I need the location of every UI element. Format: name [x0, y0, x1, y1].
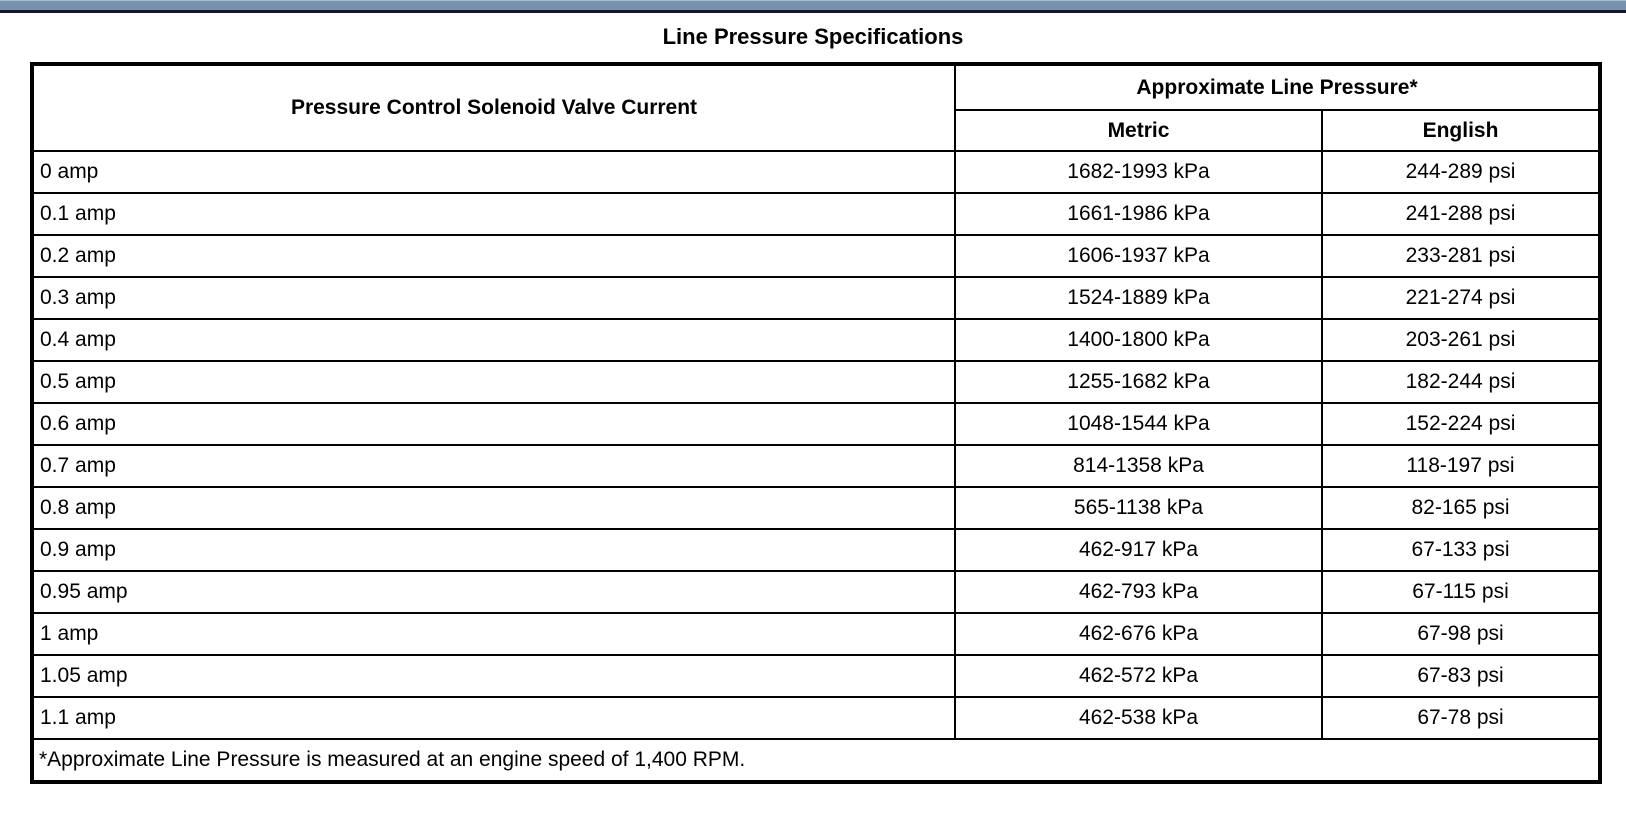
- cell-english: 118-197 psi: [1320, 444, 1602, 488]
- cell-english: 67-83 psi: [1320, 654, 1602, 698]
- table-row: 0.1 amp 1661-1986 kPa 241-288 psi: [31, 192, 1602, 236]
- table-row: 1.05 amp 462-572 kPa 67-83 psi: [31, 654, 1602, 698]
- table-row: 0.2 amp 1606-1937 kPa 233-281 psi: [31, 234, 1602, 278]
- cell-metric: 462-676 kPa: [954, 612, 1323, 656]
- footnote-row: *Approximate Line Pressure is measured a…: [30, 738, 1602, 783]
- table-row: 1.1 amp 462-538 kPa 67-78 psi: [31, 696, 1602, 740]
- cell-metric: 1661-1986 kPa: [954, 192, 1323, 236]
- cell-metric: 462-538 kPa: [954, 696, 1323, 740]
- cell-current: 0.1 amp: [31, 192, 956, 236]
- cell-english: 233-281 psi: [1320, 234, 1602, 278]
- cell-metric: 462-917 kPa: [954, 528, 1323, 572]
- cell-current: 0.8 amp: [31, 486, 956, 530]
- cell-current: 0.2 amp: [31, 234, 956, 278]
- cell-current: 0.7 amp: [31, 444, 956, 488]
- col-header-english: English: [1320, 109, 1602, 152]
- cell-current: 0.4 amp: [31, 318, 956, 362]
- cell-english: 67-98 psi: [1320, 612, 1602, 656]
- cell-metric: 1606-1937 kPa: [954, 234, 1323, 278]
- cell-english: 67-78 psi: [1320, 696, 1602, 740]
- table-row: 0.4 amp 1400-1800 kPa 203-261 psi: [31, 318, 1602, 362]
- cell-english: 152-224 psi: [1320, 402, 1602, 446]
- cell-current: 0.95 amp: [31, 570, 956, 614]
- table-row: 0 amp 1682-1993 kPa 244-289 psi: [31, 150, 1602, 194]
- table-row: 0.3 amp 1524-1889 kPa 221-274 psi: [31, 276, 1602, 320]
- cell-metric: 1682-1993 kPa: [954, 150, 1323, 194]
- cell-metric: 565-1138 kPa: [954, 486, 1323, 530]
- header-row-1: Pressure Control Solenoid Valve Current …: [31, 62, 1602, 152]
- cell-english: 67-133 psi: [1320, 528, 1602, 572]
- cell-current: 1.05 amp: [31, 654, 956, 698]
- cell-current: 0.5 amp: [31, 360, 956, 404]
- cell-english: 241-288 psi: [1320, 192, 1602, 236]
- cell-current: 0.3 amp: [31, 276, 956, 320]
- table-footnote: *Approximate Line Pressure is measured a…: [30, 738, 1602, 783]
- cell-english: 67-115 psi: [1320, 570, 1602, 614]
- cell-metric: 462-793 kPa: [954, 570, 1323, 614]
- table-row: 1 amp 462-676 kPa 67-98 psi: [31, 612, 1602, 656]
- cell-current: 0.9 amp: [31, 528, 956, 572]
- header-row-2: Metric English: [32, 109, 1602, 152]
- window-top-strip: [0, 0, 1626, 13]
- cell-current: 1.1 amp: [31, 696, 956, 740]
- cell-metric: 1400-1800 kPa: [954, 318, 1323, 362]
- cell-english: 203-261 psi: [1320, 318, 1602, 362]
- cell-english: 244-289 psi: [1320, 150, 1602, 194]
- table-row: 0.7 amp 814-1358 kPa 118-197 psi: [31, 444, 1602, 488]
- cell-metric: 1048-1544 kPa: [954, 402, 1323, 446]
- cell-metric: 1255-1682 kPa: [954, 360, 1323, 404]
- cell-metric: 1524-1889 kPa: [954, 276, 1323, 320]
- cell-english: 182-244 psi: [1320, 360, 1602, 404]
- page-title: Line Pressure Specifications: [662, 24, 964, 49]
- table-row: 0.5 amp 1255-1682 kPa 182-244 psi: [31, 360, 1602, 404]
- cell-metric: 814-1358 kPa: [954, 444, 1323, 488]
- cell-current: 1 amp: [31, 612, 956, 656]
- table-row: 0.8 amp 565-1138 kPa 82-165 psi: [31, 486, 1602, 530]
- table-row: 0.6 amp 1048-1544 kPa 152-224 psi: [31, 402, 1602, 446]
- line-pressure-spec-table: Pressure Control Solenoid Valve Current …: [30, 62, 1603, 784]
- col-header-solenoid-valve-current: Pressure Control Solenoid Valve Current: [31, 63, 956, 152]
- cell-current: 0 amp: [31, 150, 956, 194]
- cell-metric: 462-572 kPa: [954, 654, 1323, 698]
- cell-current: 0.6 amp: [31, 402, 956, 446]
- table-row: 0.9 amp 462-917 kPa 67-133 psi: [31, 528, 1602, 572]
- cell-english: 221-274 psi: [1320, 276, 1602, 320]
- cell-english: 82-165 psi: [1320, 486, 1602, 530]
- col-header-approximate-line-pressure: Approximate Line Pressure*: [953, 62, 1602, 112]
- col-header-metric: Metric: [954, 109, 1323, 152]
- table-row: 0.95 amp 462-793 kPa 67-115 psi: [31, 570, 1602, 614]
